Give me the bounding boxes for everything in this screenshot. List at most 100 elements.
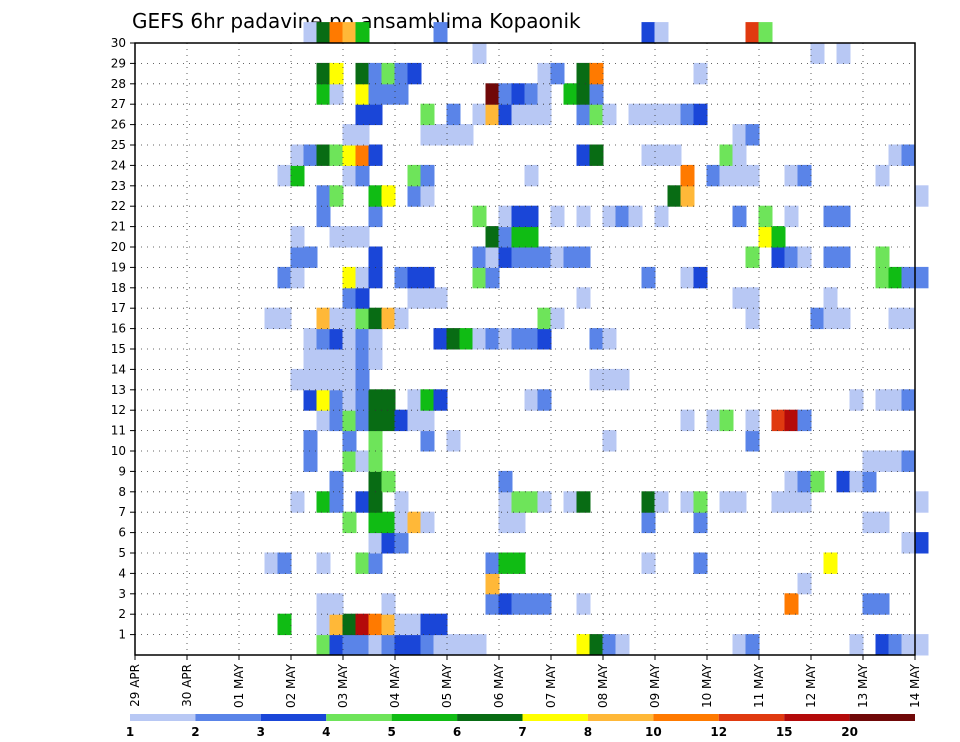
heatmap-cell — [329, 62, 344, 85]
heatmap-cell — [381, 613, 396, 636]
heatmap-cell — [342, 450, 357, 472]
heatmap-cell — [901, 634, 916, 656]
y-tick-label: 21 — [111, 220, 126, 234]
heatmap-cell — [498, 226, 513, 248]
heatmap-cell — [667, 103, 682, 126]
heatmap-cell — [277, 164, 292, 187]
heatmap-cell — [537, 307, 552, 330]
heatmap-cell — [316, 491, 331, 513]
heatmap-cell — [329, 389, 344, 411]
heatmap-cell — [797, 164, 812, 187]
heatmap-cell — [875, 450, 890, 472]
heatmap-cell — [862, 450, 877, 472]
heatmap-cell — [771, 246, 786, 268]
y-axis: 1234567891011121314151617181920212223242… — [111, 36, 135, 642]
heatmap-cell — [433, 287, 448, 309]
heatmap-cell — [342, 348, 357, 370]
colorbar-label: 4 — [322, 725, 330, 739]
heatmap-cell — [758, 205, 773, 228]
heatmap-cell — [368, 246, 383, 268]
heatmap-cell — [498, 328, 513, 350]
heatmap-cell — [446, 103, 461, 126]
heatmap-cell — [758, 22, 773, 44]
heatmap-cell — [589, 634, 604, 656]
heatmap-cell — [368, 613, 383, 636]
heatmap-cell — [355, 124, 370, 146]
colorbar-swatch — [391, 714, 458, 721]
heatmap-cell — [498, 205, 513, 228]
y-tick-label: 11 — [111, 424, 126, 438]
heatmap-cell — [602, 430, 617, 452]
heatmap-cell — [875, 593, 890, 615]
heatmap-cell — [355, 83, 370, 105]
heatmap-cell — [368, 389, 383, 411]
heatmap-cell — [901, 389, 916, 411]
heatmap-cell — [368, 552, 383, 574]
heatmap-cell — [355, 613, 370, 636]
heatmap-cell — [407, 409, 422, 432]
heatmap-cell — [394, 62, 409, 85]
heatmap-cell — [316, 613, 331, 636]
y-tick-label: 27 — [111, 97, 126, 111]
heatmap-cell — [420, 389, 435, 411]
y-tick-label: 17 — [111, 301, 126, 315]
heatmap-cell — [394, 409, 409, 432]
heatmap-cell — [901, 450, 916, 472]
heatmap-cell — [368, 511, 383, 534]
heatmap-cell — [745, 22, 760, 44]
heatmap-cell — [381, 389, 396, 411]
heatmap-cell — [407, 634, 422, 656]
heatmap-cell — [394, 532, 409, 554]
heatmap-cell — [316, 83, 331, 105]
heatmap-cell — [719, 409, 734, 432]
colorbar-swatch — [849, 714, 915, 721]
heatmap-cell — [394, 83, 409, 105]
heatmap-cell — [368, 266, 383, 289]
heatmap-cell — [342, 144, 357, 166]
y-tick-label: 9 — [118, 464, 126, 478]
heatmap-cell — [849, 634, 864, 656]
heatmap-cell — [368, 328, 383, 350]
heatmap-cell — [264, 307, 279, 330]
heatmap-cell — [277, 307, 292, 330]
heatmap-cell — [511, 103, 526, 126]
y-tick-label: 18 — [111, 281, 126, 295]
heatmap-cell — [680, 103, 695, 126]
heatmap-cell — [394, 511, 409, 534]
heatmap-cell — [511, 83, 526, 105]
heatmap-cell — [355, 164, 370, 187]
heatmap-cell — [407, 287, 422, 309]
heatmap-cell — [277, 552, 292, 574]
heatmap-cell — [368, 62, 383, 85]
heatmap-cell — [459, 124, 474, 146]
heatmap-cell — [641, 511, 656, 534]
heatmap-cell — [576, 83, 591, 105]
heatmap-cell — [784, 409, 799, 432]
heatmap-cell — [355, 634, 370, 656]
heatmap-cell — [511, 491, 526, 513]
heatmap-cell — [901, 532, 916, 554]
heatmap-cell — [433, 328, 448, 350]
colorbar-swatch — [587, 714, 654, 721]
heatmap-cell — [680, 185, 695, 207]
heatmap-cell — [784, 593, 799, 615]
heatmap-cell — [576, 634, 591, 656]
heatmap-cell — [888, 307, 903, 330]
heatmap-cell — [472, 634, 487, 656]
heatmap-cell — [485, 246, 500, 268]
heatmap-cell — [615, 368, 630, 391]
heatmap-cell — [641, 266, 656, 289]
heatmap-cell — [420, 103, 435, 126]
heatmap-cell — [576, 62, 591, 85]
heatmap-cell — [719, 144, 734, 166]
heatmap-cell — [537, 328, 552, 350]
heatmap-cell — [316, 368, 331, 391]
heatmap-cell — [888, 389, 903, 411]
heatmap-cell — [329, 491, 344, 513]
heatmap-cell — [914, 491, 929, 513]
heatmap-cell — [563, 246, 578, 268]
heatmap-cell — [303, 348, 318, 370]
colorbar-swatch — [784, 714, 850, 721]
y-tick-label: 6 — [118, 526, 126, 540]
heatmap-cell — [589, 83, 604, 105]
